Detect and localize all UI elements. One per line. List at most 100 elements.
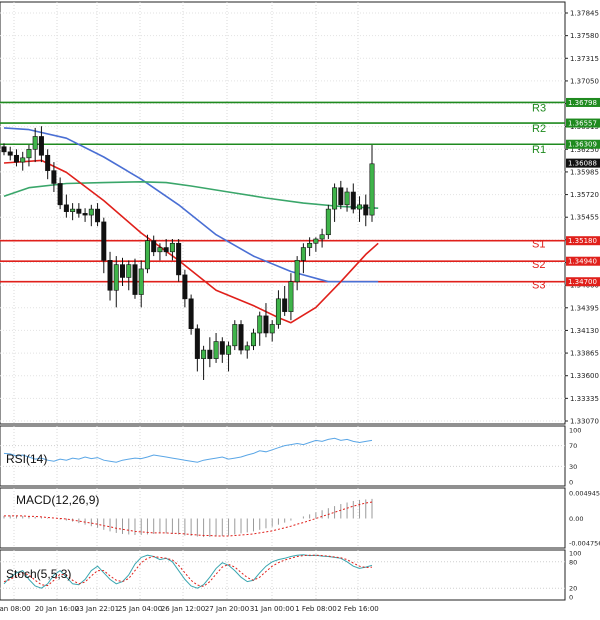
candle-bull [138,268,144,295]
price-tick-label: 1.37315 [570,55,599,63]
candle-bull [369,163,375,216]
candle-bear [194,328,200,359]
candle-bear [132,264,138,295]
candle-bull [20,157,26,163]
level-price-box [566,139,600,149]
level-name-r2: R2 [532,123,546,135]
price-tick-label: 1.33070 [570,418,599,426]
candle-bear [101,221,107,261]
candle-bear [13,154,19,163]
rsi-line [3,437,373,463]
candle-bull [244,345,250,351]
rsi-tick-label: 100 [569,427,581,435]
support-resistance-lines [0,101,565,283]
price-tick-label: 1.35455 [570,214,599,222]
time-label: 31 Jan 00:00 [250,605,294,613]
time-label: Jan 08:00 [0,605,31,613]
price-tick-label: 1.35985 [570,168,599,176]
macd-tick-label: 0.00 [569,515,583,523]
price-tick-label: 1.36250 [570,146,599,154]
candle-bear [82,213,88,216]
macd-tick-label: 0.004945 [569,490,600,498]
candle-bear [163,247,169,253]
rsi-label: RSI(14) [6,452,47,466]
candle-bull [70,208,76,212]
macd-axis: 0.004945 0.00 -0.004756 [569,490,600,548]
candle-bull [88,208,94,216]
stoch-panel-frame [0,549,566,601]
stoch-label: Stoch(5,5,3) [6,567,71,581]
candle-bear [120,264,126,278]
macd-histogram [3,498,373,538]
level-price-box [566,277,600,287]
rsi-panel: 100 70 30 0 RSI(14) [0,425,581,487]
candle-bear [38,136,44,156]
ma-slow-line [3,127,379,283]
stoch-d-line [3,554,373,587]
candle-bear [1,146,7,153]
macd-panel-frame [0,487,566,549]
candle-bull [213,341,219,359]
candle-bear [95,208,101,223]
candle-bear [338,187,344,206]
candle-bull [275,298,281,325]
candle-bear [63,204,69,212]
time-label: 26 Jan 12:00 [161,605,205,613]
stoch-tick-label: 0 [569,594,573,602]
candle-bull [294,260,300,283]
rsi-tick-label: 30 [569,463,577,471]
level-price-label: 1.36309 [568,141,597,149]
candle-bull [226,345,232,355]
candle-bear [151,240,157,253]
time-label: 23 Jan 22:01 [75,605,119,613]
level-name-r3: R3 [532,102,546,114]
time-label: 1 Feb 08:00 [295,605,336,613]
candle-bull [250,332,256,347]
candle-bear [57,183,63,206]
price-tick-label: 1.33335 [570,395,599,403]
level-price-label: 1.36557 [568,120,597,128]
candle-bull [169,242,175,253]
candle-bull [344,191,350,206]
current-price-box [566,158,600,168]
candle-bear [176,242,182,276]
stoch-tick-label: 20 [569,585,577,593]
rsi-series [3,437,373,463]
candle-bear [350,191,356,210]
price-tick-label: 1.33865 [570,350,599,358]
candle-bear [7,151,13,156]
rsi-tick-label: 0 [569,479,573,487]
level-price-box [566,118,600,128]
candle-bull [113,264,119,291]
price-axis: 1.378451.375801.373151.370501.367851.365… [565,10,599,426]
macd-signal-line [4,501,373,537]
candle-bull [319,234,325,240]
candle-bear [263,315,269,334]
candle-bull [201,349,207,359]
candle-bull [332,187,338,210]
time-label: 2 Feb 16:00 [337,605,378,613]
level-labels: R3 1.36798 R2 1.36557 R1 1.36309 S1 1.35180 S2 1.… [532,97,600,292]
level-price-label: 1.36798 [568,99,597,107]
stoch-tick-label: 100 [569,550,581,558]
time-label: 25 Jan 04:00 [118,605,162,613]
macd-tick-label: -0.004756 [569,540,600,548]
candle-bull [313,238,319,244]
candle-bear [182,274,188,300]
level-price-label: 1.35180 [568,237,597,245]
candle-bull [126,264,132,278]
price-tick-label: 1.37845 [570,10,599,18]
level-name-s1: S1 [532,239,545,251]
macd-label: MACD(12,26,9) [16,493,99,507]
candle-bear [363,204,369,216]
rsi-axis: 100 70 30 0 [569,427,581,487]
level-price-label: 1.34700 [568,278,597,286]
candle-bear [238,324,244,351]
candle-bear [45,154,51,171]
price-panel-frame [0,1,566,425]
rsi-panel-frame [0,425,566,487]
level-price-box [566,256,600,266]
candle-bear [188,298,194,330]
